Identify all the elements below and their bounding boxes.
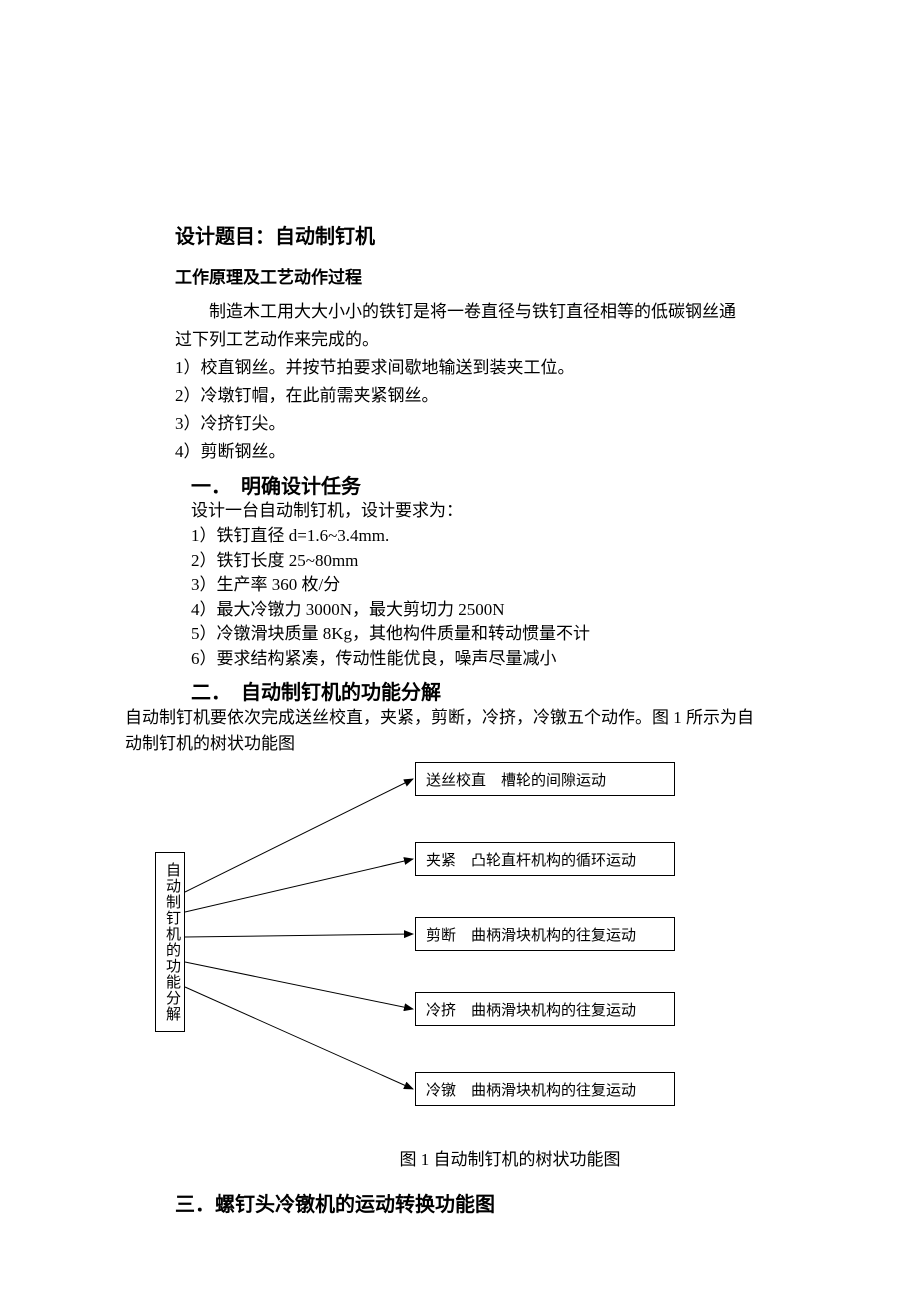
process-step: 3）冷挤钉尖。 — [175, 410, 745, 438]
section-2-text: 自动制钉机要依次完成送丝校直，夹紧，剪断，冷挤，冷镦五个动作。图 1 所示为自动… — [125, 705, 755, 758]
process-step: 4）剪断钢丝。 — [175, 438, 745, 466]
figure-1-caption: 图 1 自动制钉机的树状功能图 — [275, 1145, 745, 1170]
tree-leaf-box: 夹紧 凸轮直杆机构的循环运动 — [415, 842, 675, 876]
section-3-heading: 三．螺钉头冷镦机的运动转换功能图 — [175, 1188, 745, 1217]
tree-arrow — [185, 934, 413, 937]
document-title: 设计题目：自动制钉机 — [175, 220, 745, 249]
intro-paragraph-line1: 制造木工用大大小小的铁钉是将一卷直径与铁钉直径相等的低碳钢丝通 — [175, 298, 745, 326]
section-2-heading: 二． 自动制钉机的功能分解 — [191, 676, 745, 705]
tree-diagram: 自动制钉机的功能分解 送丝校直 槽轮的间隙运动夹紧 凸轮直杆机构的循环运动剪断 曲… — [155, 757, 735, 1137]
tree-leaf-box: 剪断 曲柄滑块机构的往复运动 — [415, 917, 675, 951]
requirement-item: 1）铁钉直径 d=1.6~3.4mm. — [191, 524, 745, 549]
requirement-item: 6）要求结构紧凑，传动性能优良，噪声尽量减小 — [191, 647, 745, 672]
tree-root-box: 自动制钉机的功能分解 — [155, 852, 185, 1032]
tree-leaf-box: 冷镦 曲柄滑块机构的往复运动 — [415, 1072, 675, 1106]
requirement-item: 2）铁钉长度 25~80mm — [191, 549, 745, 574]
subtitle-working-principle: 工作原理及工艺动作过程 — [175, 263, 745, 288]
requirement-item: 3）生产率 360 枚/分 — [191, 573, 745, 598]
process-step: 1）校直钢丝。并按节拍要求间歇地输送到装夹工位。 — [175, 354, 745, 382]
tree-leaf-box: 送丝校直 槽轮的间隙运动 — [415, 762, 675, 796]
process-step: 2）冷墩钉帽，在此前需夹紧钢丝。 — [175, 382, 745, 410]
requirement-item: 5）冷镦滑块质量 8Kg，其他构件质量和转动惯量不计 — [191, 622, 745, 647]
requirement-item: 4）最大冷镦力 3000N，最大剪切力 2500N — [191, 598, 745, 623]
intro-paragraph-line2: 过下列工艺动作来完成的。 — [175, 326, 745, 354]
tree-arrow — [185, 779, 413, 892]
tree-arrow — [185, 859, 413, 912]
tree-leaf-box: 冷挤 曲柄滑块机构的往复运动 — [415, 992, 675, 1026]
section-1-heading: 一． 明确设计任务 — [191, 470, 745, 499]
requirements-intro: 设计一台自动制钉机，设计要求为： — [191, 499, 745, 524]
